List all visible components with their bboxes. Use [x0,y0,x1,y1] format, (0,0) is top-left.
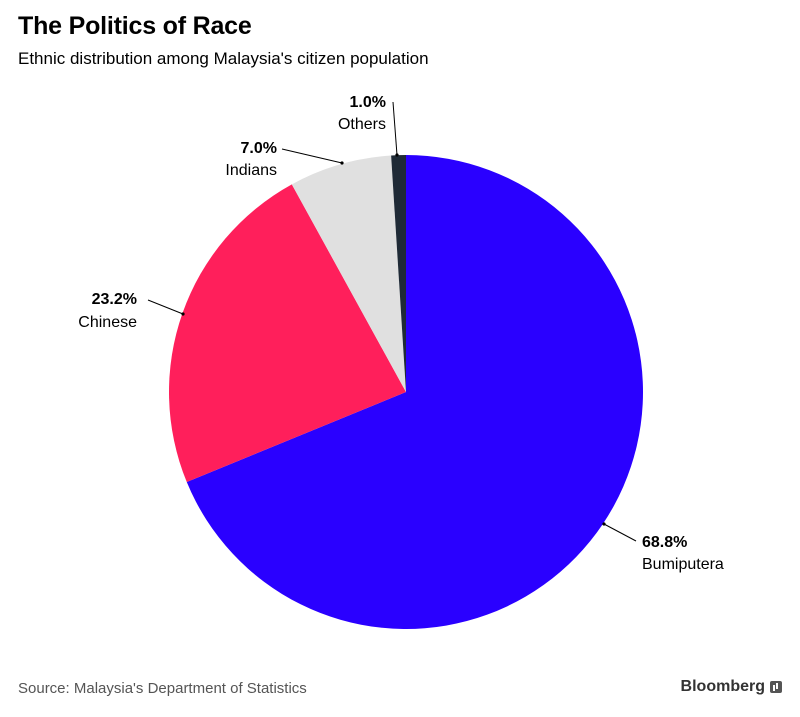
pie-slices [169,155,644,629]
leader-line-indians [281,148,343,164]
leader-dot-chinese [181,312,185,316]
leader-dot-others [395,153,399,157]
data-label-chinese: 23.2% [92,291,137,308]
pie-slice-indians [291,155,406,392]
chart-subtitle: Ethnic distribution among Malaysia's cit… [18,49,429,68]
pie-slice-chinese [169,184,406,483]
brand-name: Bloomberg [680,678,765,695]
pie-labels: 68.8% Bumiputera 23.2% Chinese 7.0% Indians 1.… [78,94,724,573]
category-label-others: Others [338,116,386,133]
category-label-chinese: Chinese [78,314,137,331]
chart-title: The Politics of Race [18,12,252,40]
brand-logo: Bloomberg [681,678,782,696]
category-label-indians: Indians [225,162,277,179]
leader-dot-bumiputera [602,522,606,526]
leader-line-others [392,101,398,156]
pie-leader-lines [147,101,637,542]
source-note: Source: Malaysia's Department of Statist… [18,680,307,697]
data-label-indians: 7.0% [241,140,277,157]
data-label-bumiputera: 68.8% [642,534,687,551]
data-label-others: 1.0% [350,94,386,111]
leader-line-chinese [147,299,184,315]
leader-line-bumiputera [603,523,637,542]
category-label-bumiputera: Bumiputera [642,556,724,573]
pie-slice-bumiputera [186,155,644,629]
bloomberg-chart-icon [770,681,782,693]
leader-dot-indians [340,161,344,165]
pie-slice-others [391,155,406,392]
